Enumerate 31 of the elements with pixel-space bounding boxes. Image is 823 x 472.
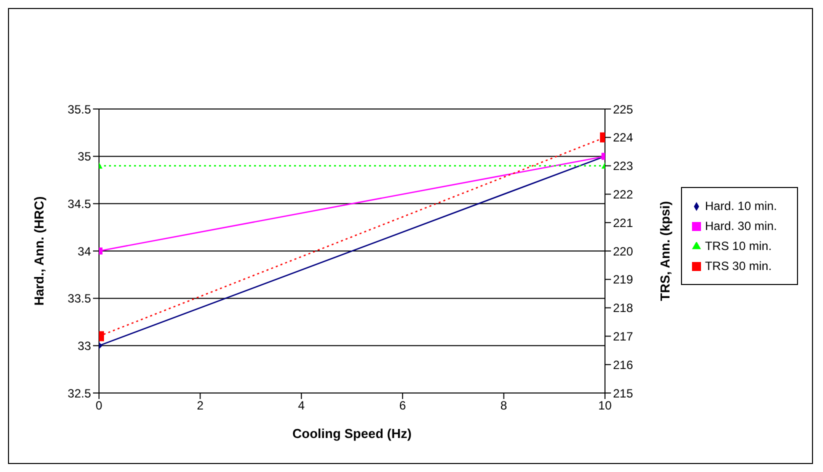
y2-tick-label: 218 [612, 301, 634, 316]
y2-tick-label: 216 [612, 358, 634, 372]
y-axis-title: Hard., Ann. (HRC) [32, 196, 47, 306]
x-tick-label: 6 [399, 398, 406, 413]
y-tick-label: 33 [78, 338, 92, 353]
y2-tick-label: 220 [612, 244, 634, 258]
y-tick-label: 34 [78, 244, 92, 258]
x-axis-title: Cooling Speed (Hz) [292, 426, 412, 441]
y2-axis-title: TRS, Ann. (kpsi) [658, 201, 673, 301]
y2-tick-label: 219 [612, 272, 634, 287]
y2-tick-label: 217 [612, 329, 634, 344]
legend-label: Hard. 30 min. [704, 219, 777, 233]
y-tick-label: 34.5 [68, 196, 92, 211]
y-tick-label: 33.5 [68, 292, 92, 306]
y-tick-label: 32.5 [68, 386, 92, 400]
x-tick-label: 4 [298, 398, 306, 413]
legend-label: TRS 10 min. [704, 239, 772, 253]
y-tick-label: 35 [78, 150, 92, 164]
x-tick-label: 0 [96, 398, 103, 413]
x-tick-label: 10 [598, 398, 612, 413]
y2-tick-label: 223 [612, 159, 634, 174]
legend-label: TRS 30 min. [704, 259, 772, 273]
y2-tick-label: 222 [612, 187, 634, 202]
y2-tick-label: 225 [612, 102, 634, 116]
x-tick-label: 8 [500, 398, 508, 413]
y2-tick-label: 224 [612, 130, 634, 145]
y-tick-label: 35.5 [68, 102, 92, 116]
legend-label: Hard. 10 min. [704, 199, 777, 213]
y2-tick-label: 215 [612, 386, 634, 400]
x-tick-label: 2 [196, 398, 204, 413]
y2-tick-label: 221 [612, 216, 634, 230]
